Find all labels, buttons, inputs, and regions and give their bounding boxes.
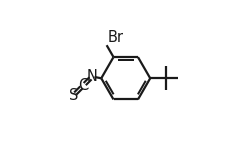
Text: N: N [87, 69, 98, 84]
Text: Br: Br [107, 30, 123, 45]
Text: S: S [69, 88, 78, 103]
Text: C: C [78, 78, 88, 93]
